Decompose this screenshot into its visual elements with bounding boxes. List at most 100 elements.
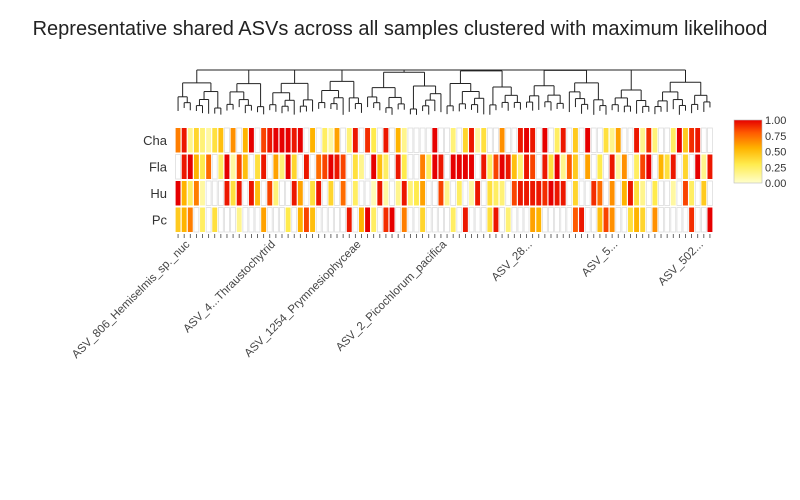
heatmap-cell [530, 154, 536, 179]
heatmap-cell [670, 207, 677, 233]
heatmap-cell [621, 207, 628, 233]
heatmap-cell [615, 180, 622, 206]
heatmap-cell [242, 207, 249, 233]
heatmap-cell [401, 154, 407, 179]
heatmap-cell [413, 154, 420, 180]
heatmap-cell [255, 181, 260, 206]
heatmap-cell [480, 207, 487, 233]
column-label: ASV_5... [580, 239, 621, 280]
heatmap-cell [175, 154, 181, 180]
heatmap-cell [462, 128, 468, 153]
heatmap-cell [200, 154, 205, 179]
heatmap-cell [700, 127, 707, 153]
heatmap-cell [469, 181, 474, 206]
heatmap-cell [505, 207, 511, 232]
heatmap-cell [572, 128, 578, 153]
heatmap-cell [334, 154, 340, 179]
heatmap-cell [236, 181, 242, 206]
heatmap-cell [395, 154, 401, 179]
heatmap-cell [627, 127, 634, 153]
heatmap-cell [536, 181, 542, 206]
heatmap-cell [487, 154, 493, 179]
heatmap-cell [524, 154, 529, 179]
heatmap-cell [260, 180, 267, 206]
heatmap-cell [242, 154, 248, 179]
heatmap-cell [664, 180, 671, 206]
heatmap-cell [346, 128, 352, 153]
heatmap-cell [371, 128, 377, 153]
heatmap-cell [542, 154, 548, 179]
heatmap-cell [524, 128, 529, 153]
heatmap-cell [444, 207, 450, 233]
heatmap-cell [371, 154, 377, 179]
heatmap-cell [297, 128, 303, 153]
heatmap-cell [517, 154, 523, 179]
heatmap-cell [579, 207, 585, 232]
heatmap-cell [377, 154, 383, 179]
heatmap-cell [322, 154, 328, 179]
heatmap-cell [694, 207, 701, 233]
heatmap-cell [254, 207, 261, 233]
heatmap-cell [597, 207, 603, 232]
heatmap-cell [578, 127, 585, 153]
colorbar: 0.00 0.25 0.50 0.75 1.00 [733, 115, 786, 190]
heatmap-cell [493, 154, 499, 179]
heatmap-cell [480, 180, 487, 206]
heatmap-cell [634, 154, 640, 179]
heatmap-cell [248, 207, 255, 233]
heatmap-cell [315, 127, 322, 153]
colorbar-tick-label: 0.75 [765, 131, 786, 143]
heatmap-cell [273, 154, 279, 179]
heatmap-cell [425, 180, 432, 206]
heatmap-cell [462, 154, 468, 179]
heatmap-cell [517, 207, 524, 233]
heatmap-cell [352, 154, 358, 179]
heatmap-cell [627, 154, 634, 180]
heatmap-cell [200, 128, 205, 153]
heatmap-cell [359, 207, 364, 232]
heatmap-cell [493, 181, 499, 206]
heatmap-cell [236, 127, 243, 153]
heatmap-cell [200, 207, 205, 232]
heatmap-cell [609, 154, 615, 179]
heatmap-cell [450, 207, 456, 232]
heatmap-cell [499, 181, 505, 206]
heatmap-cell [193, 181, 199, 206]
heatmap-cell [511, 181, 517, 206]
heatmap-cell [590, 154, 597, 180]
heatmap-cell [187, 181, 193, 206]
heatmap-cell [554, 154, 560, 179]
heatmap-cell [456, 207, 463, 233]
heatmap-cell [468, 207, 475, 233]
heatmap-cell [505, 180, 512, 206]
heatmap-cell [346, 154, 353, 180]
heatmap-cell [431, 207, 438, 233]
heatmap-cell [640, 128, 646, 153]
heatmap-cell [511, 127, 518, 153]
heatmap-cell [689, 207, 695, 232]
heatmap-cell [175, 128, 181, 153]
heatmap-cell [285, 180, 291, 206]
heatmap-cell [634, 207, 640, 232]
heatmap-cell [499, 207, 505, 233]
heatmap-cell [310, 128, 316, 153]
heatmap-cell [603, 128, 609, 153]
heatmap-cell [707, 180, 713, 206]
heatmap-cell [554, 207, 560, 233]
heatmap-cell [248, 128, 254, 153]
column-label: ASV_806_Hemiselmis_sp._nuc [70, 238, 193, 361]
heatmap-cell [664, 154, 670, 179]
heatmap-cell [193, 207, 200, 233]
heatmap-cell [395, 181, 401, 206]
heatmap-cell [548, 207, 554, 233]
heatmap-cell [266, 207, 273, 233]
heatmap-cell [688, 154, 695, 180]
heatmap-cell [444, 181, 450, 206]
heatmap-cell [248, 181, 254, 206]
colorbar-gradient [733, 119, 763, 184]
heatmap-cell [658, 154, 664, 179]
heatmap-cell [401, 128, 407, 153]
heatmap-cell [248, 154, 255, 180]
heatmap-cell [376, 127, 383, 153]
heatmap-cell [707, 207, 713, 232]
